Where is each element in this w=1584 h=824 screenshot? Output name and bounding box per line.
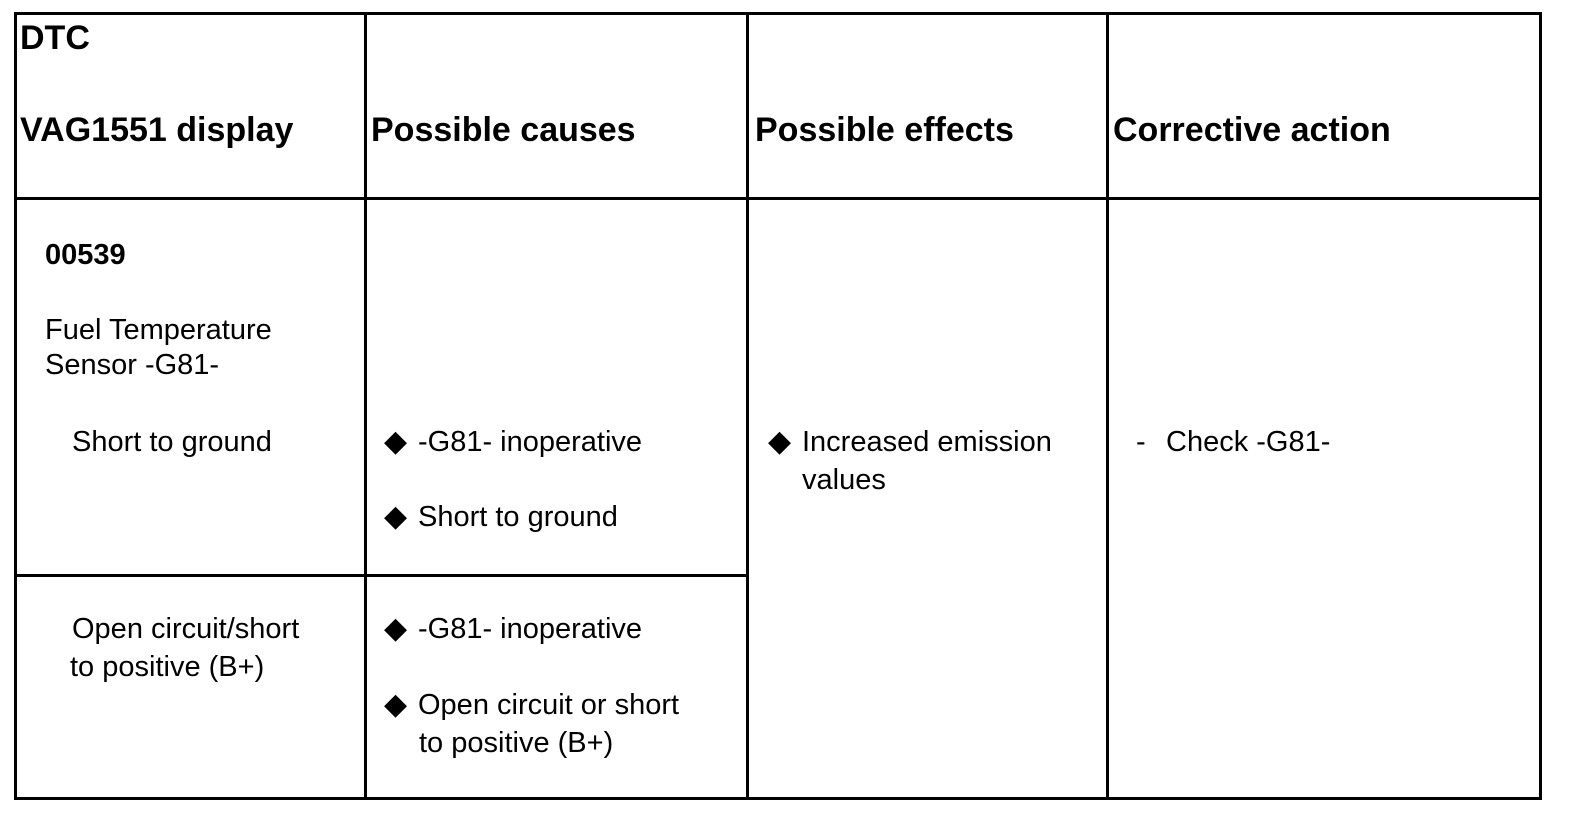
dash-bullet: - xyxy=(1136,426,1146,458)
action-item: - Check -G81- xyxy=(1136,423,1330,461)
component-name-line1: Fuel Temperature xyxy=(45,314,272,346)
condition-label: Short to ground xyxy=(72,426,272,458)
cause-text: Short to ground xyxy=(418,501,618,533)
condition-label-line1: Open circuit/short xyxy=(72,613,300,645)
condition-label: Open circuit/short to positive (B+) xyxy=(70,610,300,686)
condition-label-line2: to positive (B+) xyxy=(70,651,265,683)
cause-text: -G81- inoperative xyxy=(418,426,643,458)
row-divider xyxy=(17,574,749,577)
diamond-bullet-icon: ◆ xyxy=(384,688,408,721)
effect-item: ◆ Increased emission values xyxy=(768,423,1052,499)
header-possible-effects: Possible effects xyxy=(755,111,1014,149)
header-corrective-action: Corrective action xyxy=(1113,111,1391,149)
header-dtc: DTC xyxy=(20,19,90,57)
diamond-bullet-icon: ◆ xyxy=(384,425,408,458)
cause-item: ◆ Short to ground xyxy=(384,498,618,536)
dtc-table xyxy=(14,12,1542,800)
cause-item: ◆ -G81- inoperative xyxy=(384,423,642,461)
cause-item: ◆ -G81- inoperative xyxy=(384,610,642,648)
column-divider xyxy=(364,15,367,797)
cause-text: -G81- inoperative xyxy=(418,613,643,645)
dtc-code: 00539 xyxy=(45,239,126,271)
header-divider xyxy=(17,197,1539,200)
component-name-line2: Sensor -G81- xyxy=(45,349,220,381)
component-name: Fuel Temperature Sensor -G81- xyxy=(45,311,272,384)
action-text: Check -G81- xyxy=(1166,426,1331,458)
cause-text-line2: to positive (B+) xyxy=(419,727,614,759)
column-divider xyxy=(1106,15,1109,797)
cause-text: Open circuit or short xyxy=(418,689,680,721)
header-possible-causes: Possible causes xyxy=(371,111,636,149)
effect-text: Increased emission xyxy=(802,426,1052,458)
cause-item: ◆ Open circuit or short to positive (B+) xyxy=(384,686,679,762)
column-divider xyxy=(746,15,749,797)
header-vag1551-display: VAG1551 display xyxy=(20,111,294,149)
diamond-bullet-icon: ◆ xyxy=(768,425,792,458)
diamond-bullet-icon: ◆ xyxy=(384,500,408,533)
diamond-bullet-icon: ◆ xyxy=(384,612,408,645)
effect-text-line2: values xyxy=(802,464,886,496)
